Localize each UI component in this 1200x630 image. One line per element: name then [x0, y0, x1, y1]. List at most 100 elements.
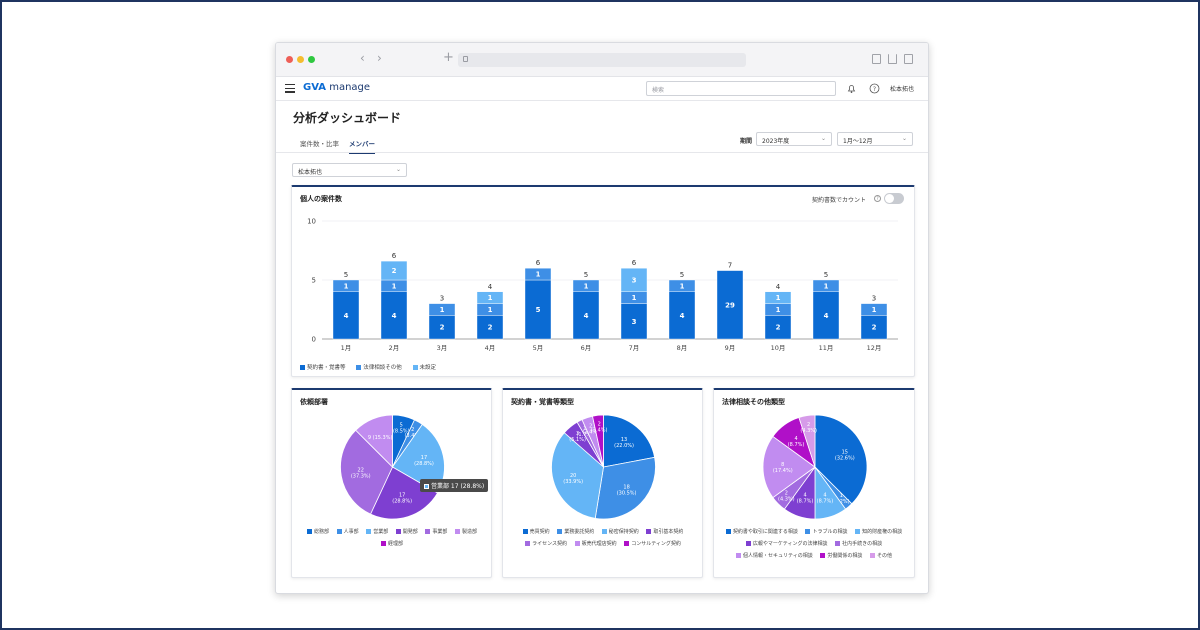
pie-slice-label-line: 4: [803, 493, 806, 499]
pie-slice-label: 8 (17.4%): [773, 462, 793, 474]
info-icon[interactable]: ?: [874, 195, 881, 202]
help-icon[interactable]: ?: [869, 83, 880, 94]
pie-slice: [340, 429, 393, 515]
legend-item[interactable]: 販売代理店契約: [574, 541, 617, 547]
individual-cases-card: 個人の案件数 契約書数でカウント ? 0 5 10 4 1 5 1月 4 1 2 6 2月 2 1 3 3月 2…: [291, 185, 915, 377]
legend-item[interactable]: トラブルの相談: [805, 529, 848, 535]
pie-slice-label-line: 1: [583, 426, 586, 432]
bar-segment: [380, 291, 408, 340]
close-window-dot-icon[interactable]: [286, 56, 293, 63]
legend-item[interactable]: コンサルティング契約: [624, 541, 681, 547]
pie-slice-label-line: (5.1%): [569, 437, 586, 443]
pie-slice-label-line: (3.4%): [591, 428, 608, 434]
legend-label: その他: [876, 553, 892, 559]
bell-icon[interactable]: [846, 83, 857, 94]
bar-segment: [524, 279, 552, 340]
chevron-down-icon: ⌄: [901, 135, 907, 142]
x-tick-label: 10月: [771, 344, 786, 352]
pie-slice-label: 4 (8.7%): [797, 493, 814, 505]
pie-slice-label: 2 (4.3%): [778, 491, 795, 503]
legend-item[interactable]: 経理部: [380, 541, 403, 547]
x-tick-label: 8月: [677, 344, 688, 352]
legend-item[interactable]: 社内手続きの相談: [835, 541, 882, 547]
legend-item[interactable]: 事業部: [425, 529, 447, 535]
bar-segment-label: 1: [344, 282, 349, 290]
year-select[interactable]: 2023年度 ⌄: [756, 132, 832, 146]
bar-segment-label: 1: [776, 306, 781, 314]
chevron-down-icon: ⌄: [820, 135, 826, 142]
bar-segment-label: 1: [872, 306, 877, 314]
legend-swatch: [557, 529, 563, 534]
legend-item[interactable]: 売買契約: [522, 529, 550, 535]
share-icon[interactable]: [888, 54, 897, 64]
bar-segment: [716, 270, 744, 340]
legend-item[interactable]: 総務部: [306, 529, 329, 535]
app-header: GVA manage 検索 ? 松本拓也: [276, 77, 928, 101]
member-select-value: 松本拓也: [298, 169, 323, 176]
address-bar[interactable]: [458, 53, 746, 67]
legend-item[interactable]: 広報やマーケティングの法律相談: [745, 541, 828, 547]
user-menu[interactable]: 松本拓也: [890, 86, 915, 93]
legend-item[interactable]: 業務委託契約: [557, 529, 594, 535]
bar-total-label: 4: [776, 283, 781, 291]
pie-slice-label: 20 (33.9%): [563, 473, 583, 485]
legend-item[interactable]: ライセンス契約: [525, 541, 567, 547]
legend-label: コンサルティング契約: [631, 541, 681, 547]
bar-segment: [812, 279, 840, 293]
back-arrow-icon[interactable]: ‹: [360, 51, 365, 65]
legend-item[interactable]: 契約書や取引に関連する相談: [725, 529, 798, 535]
legend-item[interactable]: 個人情報・セキュリティの相談: [736, 553, 813, 559]
bar-segment-label: 4: [680, 312, 685, 320]
legend-label: 秘密保持契約: [608, 529, 639, 535]
page-title: 分析ダッシュボード: [293, 111, 402, 125]
brand-suffix: manage: [329, 82, 371, 93]
bar-total-label: 5: [680, 271, 684, 279]
legend-item[interactable]: 労働関係の相談: [820, 553, 862, 559]
maximize-window-dot-icon[interactable]: [308, 56, 315, 63]
bar-segment: [380, 260, 408, 281]
forward-arrow-icon[interactable]: ›: [377, 51, 382, 65]
legend-label: 事業部: [432, 529, 448, 535]
legend-swatch: [869, 553, 875, 558]
legend-item[interactable]: 開発部: [395, 529, 418, 535]
svg-text:?: ?: [873, 86, 876, 93]
pie-slice: [355, 414, 393, 468]
bar-segment: [812, 291, 840, 340]
y-tick-label: 0: [312, 336, 316, 344]
legend-item-unset[interactable]: 未設定: [412, 365, 436, 371]
pie-slice-label-line: 1: [840, 493, 843, 499]
legend-label: 開発部: [402, 529, 418, 535]
pie-slice: [762, 435, 816, 499]
month-range-select[interactable]: 1月〜12月 ⌄: [837, 132, 913, 146]
legend-item-contracts[interactable]: 契約書・覚書等: [300, 365, 346, 371]
legend-item[interactable]: 知的財産権の相談: [855, 529, 902, 535]
brand-logo[interactable]: GVA manage: [303, 82, 370, 93]
legend-item[interactable]: 人事部: [336, 529, 359, 535]
legend-item[interactable]: その他: [869, 553, 892, 559]
pie-slice-label: 17 (28.8%): [414, 455, 434, 467]
search-input[interactable]: 検索: [646, 81, 836, 96]
reader-book-icon[interactable]: [872, 54, 881, 64]
legend-item[interactable]: 営業部: [366, 529, 388, 535]
legend-item-legal[interactable]: 法律相談その他: [356, 365, 402, 371]
legend-label: 営業部: [373, 529, 389, 535]
tab-case-count-ratio[interactable]: 案件数・比率: [300, 140, 339, 148]
hamburger-menu-icon[interactable]: [285, 84, 295, 93]
pie-slice-label-line: 4: [794, 436, 797, 442]
tabs-overview-icon[interactable]: [904, 54, 913, 64]
tab-members[interactable]: メンバー: [349, 138, 375, 154]
legend-item[interactable]: 秘密保持契約: [601, 529, 639, 535]
x-tick-label: 5月: [533, 344, 544, 352]
bar-segment-label: 1: [536, 271, 541, 279]
legend-item[interactable]: 取引基本契約: [646, 529, 683, 535]
pie-slice-label-line: (32.6%): [835, 456, 855, 462]
count-by-contracts-toggle[interactable]: [884, 193, 904, 204]
pie-slice-label: 2 (4.3%): [800, 422, 817, 434]
member-select[interactable]: 松本拓也 ⌄: [292, 163, 407, 177]
minimize-window-dot-icon[interactable]: [297, 56, 304, 63]
new-tab-plus-icon[interactable]: +: [443, 50, 454, 65]
legend-swatch: [412, 365, 418, 370]
legend-item[interactable]: 製造部: [455, 529, 477, 535]
tooltip-swatch: [424, 484, 429, 489]
y-tick-label: 10: [307, 218, 316, 226]
